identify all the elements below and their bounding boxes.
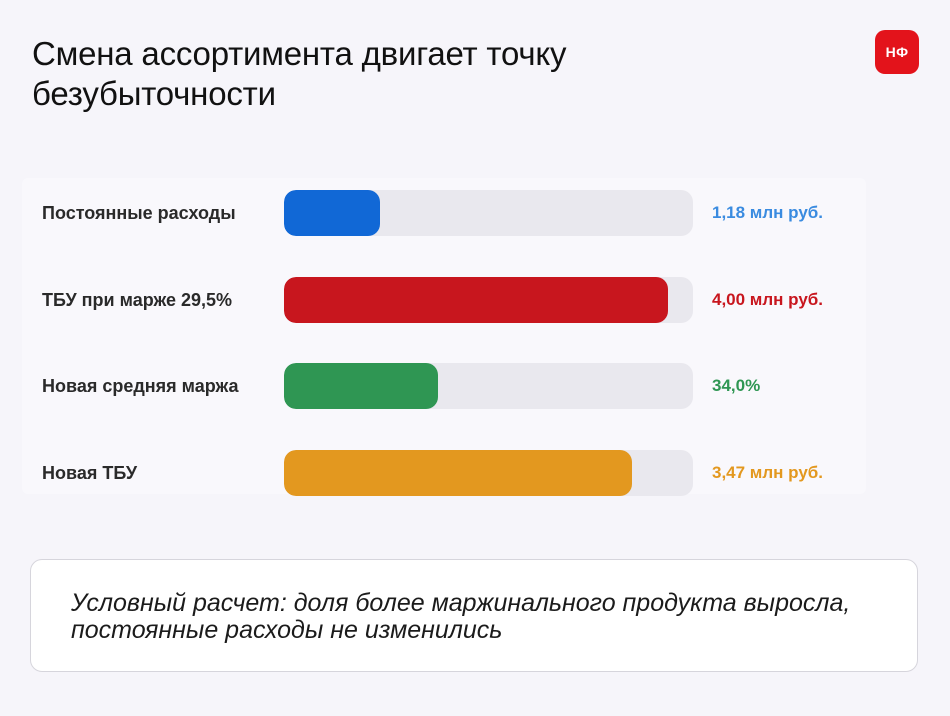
bar-value-label: 3,47 млн руб. [712,462,824,482]
chart-row: Постоянные расходы 1,18 млн руб. [22,190,866,236]
chart-row: Новая средняя маржа 34,0% [22,363,866,409]
bar-track [284,363,693,409]
chart-row: ТБУ при марже 29,5% 4,00 млн руб. [22,276,866,323]
bar-label: Новая ТБУ [42,462,138,483]
bar-track [284,276,693,323]
brand-logo: НФ [875,30,919,74]
bar-fill [284,449,632,496]
bar-label: Новая средняя маржа [42,376,239,396]
bar-fill [284,276,668,323]
bar-value-label: 4,00 млн руб. [712,289,824,309]
note-text: Условный расчет: доля более маржинальног… [71,589,851,644]
bar-chart: Постоянные расходы 1,18 млн руб. ТБУ при м… [22,178,866,496]
note-box: Условный расчет: доля более маржинальног… [30,559,918,672]
bar-label: Постоянные расходы [42,203,236,223]
bar-label: ТБУ при марже 29,5% [42,289,233,310]
chart-row: Новая ТБУ 3,47 млн руб. [22,449,866,496]
bar-value-label: 1,18 млн руб. [712,203,824,222]
bar-track [284,449,693,496]
bar-fill [284,363,438,409]
bar-fill [284,190,380,236]
bar-track [284,190,693,236]
page-title: Смена ассортимента двигает точку безубыт… [32,35,567,112]
bar-value-label: 34,0% [712,376,761,395]
